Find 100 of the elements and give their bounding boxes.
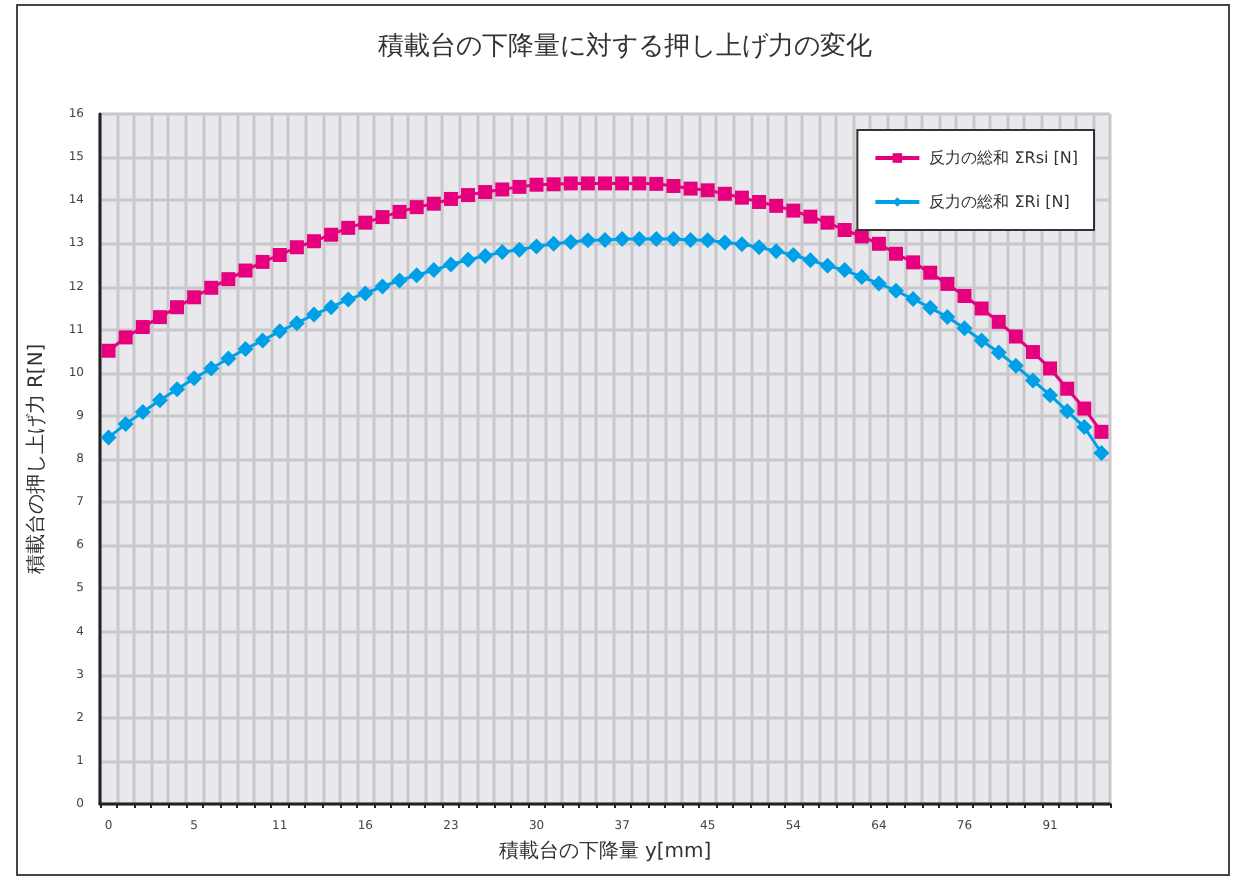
point	[768, 243, 785, 260]
point	[751, 239, 768, 256]
point	[118, 330, 133, 345]
chart-title: 積載台の下降量に対する押し上げ力の変化	[378, 30, 872, 62]
point	[632, 176, 647, 191]
point	[204, 280, 219, 295]
point	[324, 227, 339, 242]
point	[272, 248, 287, 263]
point	[990, 344, 1007, 361]
point	[528, 238, 545, 255]
point	[375, 210, 390, 225]
point	[1008, 329, 1023, 344]
y-axis-title: 積載台の押し上げ力 R[N]	[23, 343, 48, 575]
point	[152, 310, 167, 325]
point	[597, 231, 613, 248]
point	[1060, 381, 1075, 396]
point	[752, 194, 767, 209]
point	[358, 215, 373, 230]
point	[340, 291, 357, 308]
point	[238, 263, 253, 278]
point	[683, 181, 698, 196]
point	[973, 332, 990, 349]
legend-label: 反力の総和 ΣRsi [N]	[929, 149, 1079, 167]
point	[323, 299, 340, 316]
point	[991, 314, 1006, 329]
point	[614, 231, 631, 248]
point	[598, 176, 612, 191]
point	[186, 370, 203, 387]
point	[906, 255, 921, 270]
point	[803, 209, 818, 224]
point	[1059, 403, 1076, 420]
point	[100, 429, 117, 446]
point	[733, 236, 750, 253]
point	[631, 231, 648, 248]
point	[871, 236, 886, 251]
point	[974, 301, 989, 316]
point	[716, 234, 733, 251]
x-axis-title: 積載台の下降量 y[mm]	[498, 838, 712, 863]
point	[169, 381, 186, 398]
legend-label: 反力の総和 ΣRi [N]	[929, 193, 1070, 211]
point	[134, 403, 151, 420]
point	[374, 278, 391, 295]
point	[717, 186, 732, 201]
point	[1007, 357, 1024, 374]
point	[546, 177, 561, 192]
point	[392, 204, 407, 219]
point	[648, 231, 665, 248]
point	[923, 265, 938, 280]
point	[940, 276, 955, 291]
point	[563, 176, 578, 191]
point	[220, 350, 237, 367]
point	[769, 198, 784, 213]
point	[101, 343, 116, 358]
point	[425, 262, 442, 279]
point	[151, 392, 168, 409]
point	[665, 231, 682, 248]
point	[409, 200, 424, 215]
point	[888, 282, 905, 299]
point	[786, 203, 801, 218]
point	[1094, 424, 1109, 439]
point	[699, 232, 716, 249]
point	[494, 244, 511, 260]
point	[734, 190, 749, 205]
point	[512, 179, 527, 194]
point	[1043, 361, 1058, 376]
point	[271, 323, 288, 340]
point	[785, 247, 802, 264]
point	[870, 275, 887, 292]
point	[819, 257, 836, 274]
point	[649, 176, 664, 191]
point	[203, 360, 220, 377]
point	[1042, 387, 1059, 404]
point	[682, 231, 699, 248]
point	[478, 185, 493, 200]
point	[289, 240, 304, 255]
point	[579, 232, 596, 249]
point	[237, 341, 254, 358]
point	[802, 252, 819, 269]
point	[187, 290, 202, 305]
point	[306, 234, 321, 249]
point	[254, 332, 271, 349]
point	[666, 179, 681, 194]
point	[1025, 345, 1040, 360]
point	[700, 183, 715, 198]
point	[545, 235, 562, 252]
point	[889, 246, 904, 261]
point	[288, 315, 305, 332]
point	[820, 215, 835, 230]
point	[460, 251, 477, 268]
point	[853, 269, 870, 286]
point	[939, 309, 956, 326]
point	[1077, 401, 1092, 416]
point	[477, 247, 494, 264]
point	[922, 299, 939, 316]
point	[529, 177, 544, 192]
point	[443, 191, 458, 206]
point	[305, 306, 322, 323]
point	[956, 320, 973, 337]
point	[135, 320, 150, 335]
point	[341, 220, 356, 235]
